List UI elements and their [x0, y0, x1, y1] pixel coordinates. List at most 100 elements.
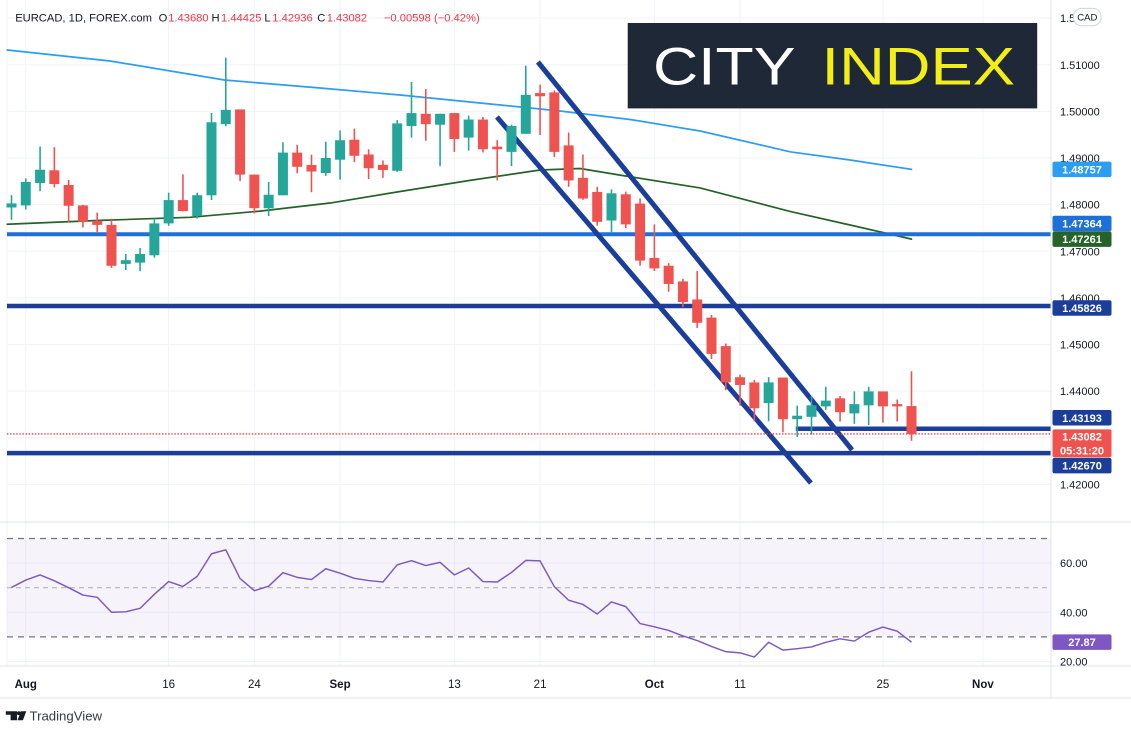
candle-body [6, 203, 17, 208]
candle-body [377, 164, 388, 171]
candle-body [863, 391, 874, 406]
candle-body [449, 113, 460, 139]
time-tick-label: 21 [534, 679, 547, 691]
price-tick-label: 1.42000 [1060, 479, 1100, 491]
sma-slow-line [6, 49, 913, 171]
time-tick-label: 13 [448, 679, 461, 691]
axis-price-badge [1052, 231, 1112, 247]
price-axis[interactable]: 1.520001.510001.500001.490001.480001.470… [1052, 13, 1112, 668]
axis-price-badge [1052, 429, 1112, 458]
candle-body [849, 404, 860, 414]
candle-body [20, 181, 31, 206]
rsi-pane [7, 537, 1051, 658]
candle-body [549, 92, 560, 152]
candle-body [577, 177, 588, 199]
axis-price-badge [1052, 634, 1112, 650]
rsi-tick-label: 60.00 [1060, 558, 1088, 570]
tradingview-brand-text: TradingView [30, 709, 103, 724]
rsi-tick-label: 40.00 [1060, 607, 1088, 619]
candle-body [692, 299, 703, 323]
channel-trendline [535, 60, 855, 452]
legend-close-label: C [317, 13, 325, 25]
sma-fast-line [6, 167, 913, 240]
candle-body [706, 317, 717, 354]
axis-badge-label: 1.45826 [1062, 303, 1102, 315]
legend-close-value: 1.43082 [327, 13, 367, 25]
candle-body [835, 398, 846, 413]
time-axis[interactable]: Aug 16 24 Sep 13 21 Oct 11 25 Nov [15, 679, 995, 691]
axis-badge-countdown: 05:31:20 [1060, 445, 1104, 457]
time-tick-label: Oct [645, 679, 664, 691]
time-tick-label: Aug [15, 679, 37, 691]
price-tick-label: 1.47000 [1060, 246, 1100, 258]
watermark-index-text: INDEX [822, 38, 1016, 97]
candle-body [435, 113, 446, 125]
price-tick-label: 1.45000 [1060, 340, 1100, 352]
legend-symbol-title[interactable]: EURCAD, 1D, FOREX.com [15, 13, 152, 25]
axis-price-badge [1052, 300, 1112, 316]
legend-open-label: O [159, 13, 168, 25]
candle-body [406, 113, 417, 127]
candle-body [92, 220, 103, 225]
time-tick-label: Nov [972, 679, 994, 691]
candle-body [635, 203, 646, 261]
channel-trendline [495, 115, 813, 485]
drawing-overlays [6, 49, 1051, 485]
candle-body [877, 391, 888, 407]
legend-open-value: 1.43680 [168, 13, 208, 25]
currency-pill-label: CAD [1077, 13, 1097, 24]
candle-body [163, 200, 174, 224]
axis-badge-label: 1.43193 [1062, 413, 1102, 425]
axis-badge-label: 1.42670 [1062, 461, 1102, 473]
currency-pill-background[interactable] [1073, 7, 1102, 27]
candle-body [392, 123, 403, 171]
legend-low-label: L [264, 13, 270, 25]
axis-badge-label: 1.43082 [1062, 431, 1102, 443]
legend-low-value: 1.42936 [272, 13, 312, 25]
time-tick-label: 25 [877, 679, 890, 691]
candle-body [220, 109, 231, 125]
currency-toggle[interactable]: CAD [1073, 7, 1102, 27]
axis-price-badge [1052, 215, 1112, 232]
time-tick-label: 24 [248, 679, 261, 691]
footer-brand[interactable]: TradingView [5, 709, 103, 724]
candle-body [792, 415, 803, 420]
candle-body [106, 224, 117, 266]
candle-body [235, 109, 246, 175]
time-tick-label: 16 [162, 679, 175, 691]
candle-body [906, 406, 917, 434]
candle-body [463, 119, 474, 138]
candle-body [777, 377, 788, 420]
candle-body [677, 281, 688, 303]
tradingview-logo-icon[interactable] [5, 711, 27, 721]
symbol-legend[interactable]: EURCAD, 1D, FOREX.com O 1.43680 H 1.4442… [15, 13, 480, 25]
axis-badge-label: 1.47261 [1062, 234, 1102, 246]
candle-body [477, 119, 488, 150]
candle-body [77, 205, 88, 222]
axis-price-badge [1052, 410, 1112, 426]
candle-body [506, 126, 517, 152]
price-tick-label: 1.51000 [1060, 60, 1100, 72]
time-tick-label: 11 [734, 679, 746, 691]
axis-badge-label: 1.47364 [1062, 219, 1103, 231]
candle-body [763, 382, 774, 404]
candle-body [206, 122, 217, 196]
candle-body [263, 194, 274, 209]
price-tick-label: 1.50000 [1060, 106, 1100, 118]
candle-body [120, 260, 131, 264]
candle-body [492, 146, 503, 150]
candle-body [35, 169, 46, 183]
legend-high-label: H [212, 13, 220, 25]
candle-body [520, 94, 531, 134]
candlestick-series [6, 57, 917, 441]
candle-body [892, 404, 903, 407]
candle-body [306, 164, 317, 172]
candle-body [177, 200, 188, 212]
rsi-tick-label: 20.00 [1060, 656, 1088, 668]
candle-body [249, 174, 260, 209]
candle-body [149, 223, 160, 256]
candle-body [735, 377, 746, 385]
axis-price-badge [1052, 457, 1112, 474]
